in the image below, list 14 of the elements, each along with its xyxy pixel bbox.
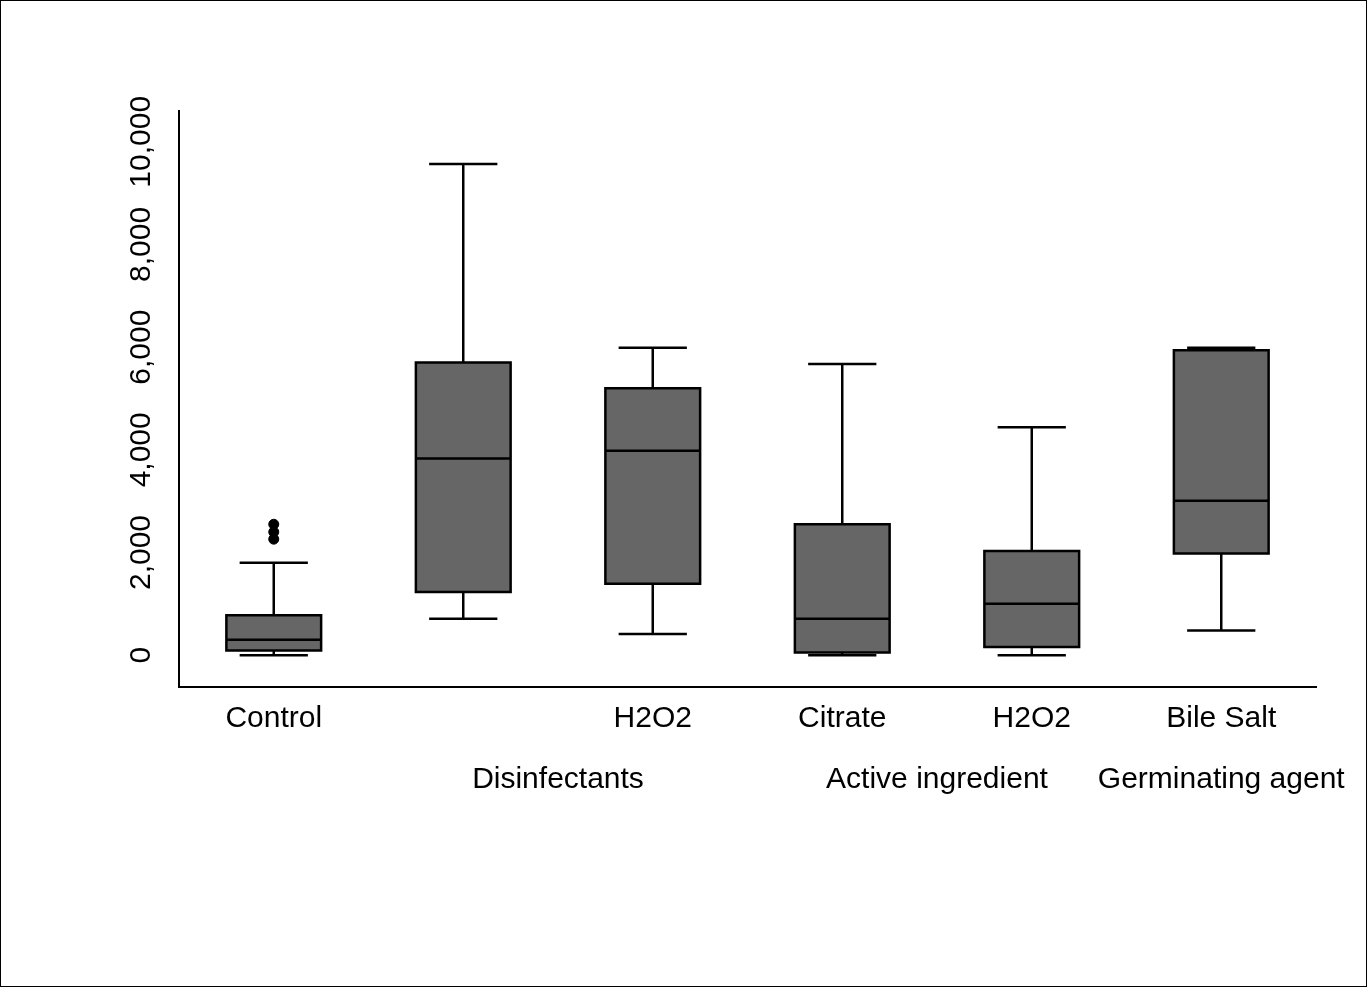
- y-tick-label: 2,000: [123, 514, 157, 591]
- y-tick-label: 0: [123, 646, 157, 664]
- text: Germinating agent: [1097, 761, 1346, 795]
- x-tick-label: Control: [225, 700, 323, 734]
- x-tick-label: Citrate: [798, 700, 887, 734]
- y-tick-label: 10,000: [123, 95, 157, 188]
- text: Disinfectants: [472, 761, 644, 795]
- y-tick-label: 6,000: [123, 309, 157, 385]
- y-tick-label: 8,000: [123, 206, 157, 283]
- y-tick-label: 4,000: [123, 412, 157, 488]
- x-tick-label: H2O2: [613, 700, 692, 734]
- x-tick-label: H2O2: [992, 700, 1071, 734]
- x-tick-label: Bile Salt: [1166, 700, 1277, 734]
- text: Active ingredient: [826, 761, 1049, 795]
